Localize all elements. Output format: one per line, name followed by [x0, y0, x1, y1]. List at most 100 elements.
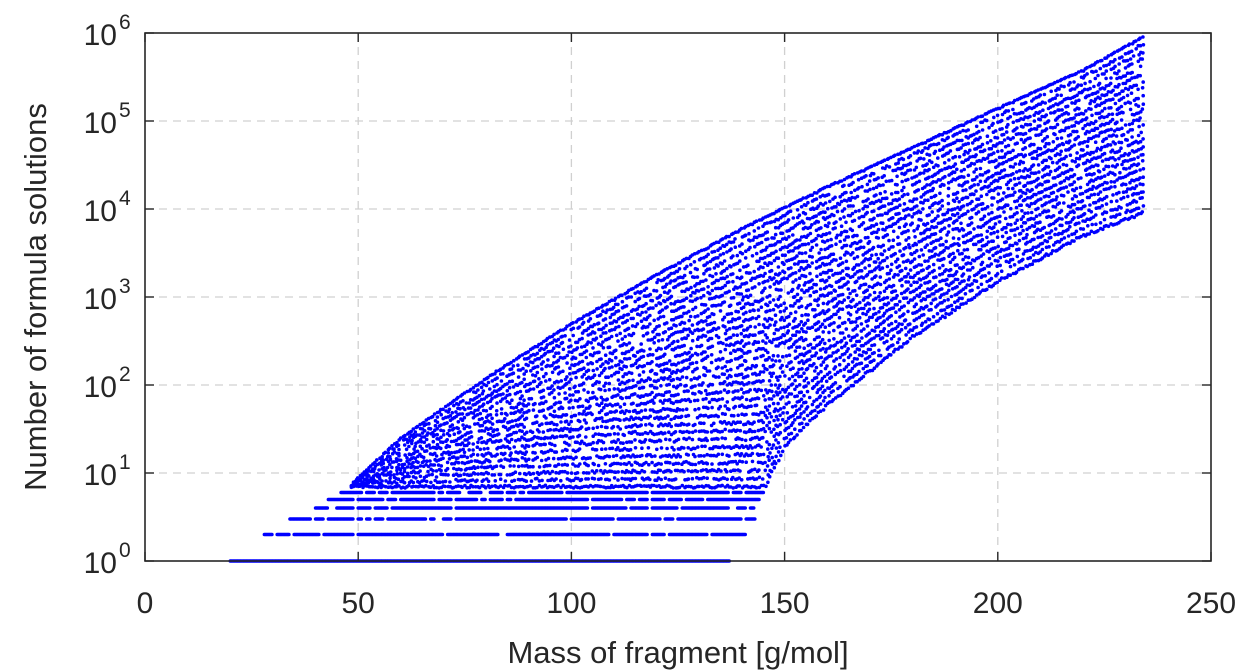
data-point [508, 392, 512, 397]
data-point [619, 462, 623, 466]
data-point [429, 480, 433, 485]
data-point [471, 448, 475, 452]
data-point [397, 462, 401, 467]
data-point [359, 490, 364, 495]
data-point [697, 484, 701, 489]
data-point [386, 451, 391, 455]
data-point [676, 392, 680, 397]
data-point [529, 396, 534, 401]
data-point [699, 343, 704, 348]
data-point [507, 440, 512, 445]
data-point [535, 414, 539, 418]
data-point [656, 339, 661, 343]
data-point [641, 370, 646, 374]
data-point [616, 339, 620, 343]
data-point [535, 364, 540, 369]
data-point [645, 325, 650, 329]
data-point [634, 384, 638, 388]
data-point [507, 446, 512, 451]
data-point [499, 438, 503, 443]
data-point [659, 347, 663, 351]
data-point [617, 324, 621, 329]
data-point [699, 391, 703, 395]
data-point [629, 463, 634, 467]
data-point [597, 350, 601, 355]
data-point [614, 409, 619, 413]
data-point [490, 416, 494, 421]
data-point [689, 346, 693, 351]
data-point [492, 473, 497, 477]
data-point [565, 427, 570, 431]
data-point [684, 296, 689, 301]
data-point [620, 360, 624, 364]
data-point [665, 446, 669, 451]
data-point [678, 454, 683, 459]
data-point [591, 440, 595, 445]
data-point [447, 407, 452, 412]
data-point [564, 434, 569, 438]
data-point [556, 462, 561, 467]
data-point [557, 344, 561, 349]
data-point [568, 372, 572, 376]
data-point [569, 398, 573, 403]
data-point [520, 394, 524, 398]
data-point [630, 324, 635, 328]
data-point [616, 302, 620, 307]
data-point [555, 435, 559, 439]
data-point [571, 333, 575, 338]
data-point [569, 377, 573, 382]
data-point [533, 374, 538, 378]
data-point [426, 431, 430, 435]
data-point [398, 458, 403, 463]
data-point [669, 326, 674, 331]
data-point [571, 326, 576, 331]
data-point [510, 398, 514, 403]
data-point [620, 293, 624, 298]
data-point [684, 383, 688, 388]
data-point [660, 308, 665, 312]
data-point [633, 476, 638, 481]
data-point [648, 292, 653, 297]
data-point [702, 421, 706, 426]
data-point [486, 479, 491, 484]
data-point [512, 464, 516, 468]
data-point [696, 445, 700, 449]
data-point [650, 383, 654, 388]
data-point [726, 490, 730, 495]
data-point [565, 471, 570, 475]
data-point [553, 443, 557, 448]
data-point [516, 363, 520, 368]
data-point [695, 352, 700, 357]
data-point [552, 388, 556, 392]
data-point [420, 446, 424, 451]
data-point [511, 364, 516, 368]
data-point [605, 412, 610, 416]
data-point [701, 381, 705, 385]
data-point [548, 463, 552, 468]
data-point [493, 479, 498, 483]
data-point [418, 469, 422, 473]
data-point [478, 447, 483, 452]
data-point [560, 406, 565, 411]
data-point [659, 462, 663, 466]
data-point [757, 497, 761, 502]
data-point [549, 448, 554, 453]
data-point [539, 380, 543, 385]
data-point [692, 260, 697, 264]
data-point [507, 385, 512, 390]
data-point [604, 331, 608, 335]
data-point [616, 370, 621, 375]
data-point [564, 517, 568, 521]
data-point [351, 517, 355, 521]
data-point [675, 506, 679, 510]
data-point [627, 409, 632, 414]
data-point [574, 375, 578, 380]
data-point [658, 468, 663, 473]
data-point [644, 460, 648, 465]
data-point [524, 479, 529, 484]
data-point [695, 366, 699, 371]
data-point [682, 305, 686, 309]
data-point [481, 389, 486, 393]
data-point [658, 517, 662, 521]
data-point [460, 412, 465, 416]
